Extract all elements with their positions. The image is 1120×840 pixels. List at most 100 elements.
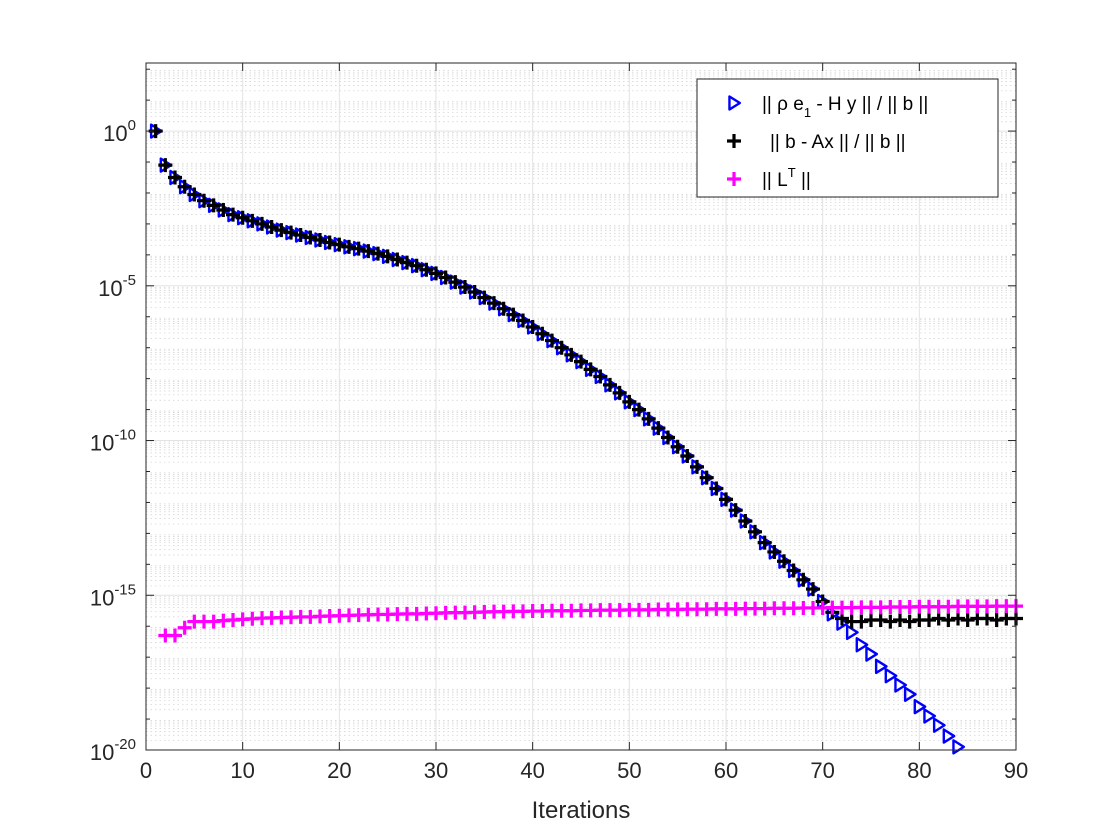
data-point [593,369,608,384]
series-2 [158,599,1023,643]
x-tick-label: 80 [907,758,931,783]
data-point [274,223,289,238]
data-point [322,235,337,250]
data-point [554,340,569,355]
data-point [361,244,376,259]
data-point [913,698,927,715]
data-point [506,307,521,322]
legend-marker-plus-black [727,134,741,148]
legend-marker-triangle [728,95,742,111]
data-point [855,637,869,653]
y-tick-label: 10-15 [90,581,136,610]
data-point [661,430,675,445]
data-point [894,677,908,693]
data-point [458,280,472,295]
data-point [535,326,550,341]
x-tick-labels: 0 10 20 30 40 50 60 70 80 90 [140,758,1028,783]
data-point [264,220,279,235]
data-point [168,170,182,185]
data-point [293,228,308,243]
series-layer [148,123,1023,755]
data-point [438,270,453,285]
data-point [865,646,879,662]
data-point [932,717,946,733]
data-point [496,301,511,316]
legend-marker-plus-magenta [727,172,741,186]
data-point [632,402,646,417]
y-tick-label: 10-20 [90,736,136,765]
data-point [680,449,695,464]
x-tick-label: 20 [327,758,351,783]
data-point [187,187,202,202]
data-point [448,275,463,290]
data-point [226,207,240,222]
data-point [487,296,501,311]
legend-markers [727,95,742,186]
data-point [545,333,559,348]
legend-entry-residual-true: || b - Ax || / || b || [770,132,906,153]
data-point [158,158,173,173]
data-point [332,237,347,252]
data-point [757,535,772,550]
data-point [525,319,540,334]
y-tick-label: 10-5 [98,272,136,301]
data-point [583,362,598,377]
x-tick-label: 70 [810,758,834,783]
data-point [409,258,424,273]
data-point [622,394,637,409]
data-point [467,285,482,299]
data-point [845,624,859,641]
legend: || ρ e1 - H y || / || b || || b - Ax || … [696,78,999,198]
data-point [255,216,269,231]
data-point [884,668,898,684]
legend-box [696,78,999,198]
x-tick-label: 90 [1004,758,1028,783]
data-point [690,459,704,474]
data-point [342,239,356,254]
data-point [313,233,327,248]
data-point [177,620,192,635]
y-tick-labels: 100 10-5 10-10 10-15 10-20 [90,117,136,765]
x-tick-label: 50 [617,758,641,783]
data-point [670,439,685,454]
data-point [216,202,231,217]
data-point [612,385,627,400]
data-point [738,514,753,528]
x-tick-label: 10 [230,758,254,783]
ticks [145,63,1017,751]
data-point [603,377,617,392]
data-point [709,481,724,496]
legend-entry-residual-hessenberg: || ρ e1 - H y || / || b || [762,94,928,120]
data-point [651,421,666,436]
data-point [923,708,937,724]
data-point [786,563,801,578]
data-point [390,252,405,267]
legend-entry-lt-norm: || LT || [762,165,811,191]
data-point [371,246,385,261]
y-tick-label: 100 [103,117,136,146]
data-point [574,354,588,369]
data-point [874,658,888,675]
data-point [516,313,530,328]
x-tick-label: 0 [140,758,152,783]
data-point [380,249,395,264]
axes-box [145,62,1017,751]
data-point [728,503,743,518]
data-point [284,225,298,240]
y-tick-label: 10-10 [90,427,136,456]
x-tick-label: 30 [424,758,448,783]
data-point [796,572,811,587]
x-axis-label: Iterations [532,797,631,824]
data-point [419,262,434,277]
data-point [903,686,917,702]
data-point [641,411,656,426]
data-point [245,213,260,228]
data-point [806,582,820,597]
data-point [400,255,414,270]
data-point [177,179,192,194]
x-tick-label: 40 [520,758,544,783]
data-point [429,266,443,281]
data-point [767,544,782,559]
data-point [564,347,579,362]
